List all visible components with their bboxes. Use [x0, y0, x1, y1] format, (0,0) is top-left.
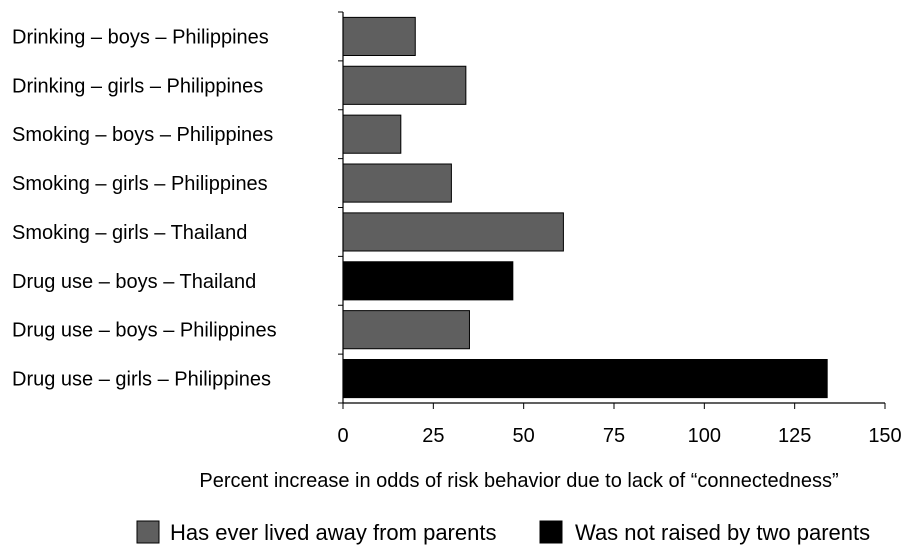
category-label: Drug use – girls – Philippines	[12, 369, 271, 391]
legend-label: Has ever lived away from parents	[170, 520, 496, 545]
axes	[338, 11, 886, 409]
x-tick-label: 50	[513, 425, 535, 447]
x-tick-label: 0	[337, 425, 348, 447]
category-label: Drinking – girls – Philippines	[12, 75, 263, 97]
category-label: Drug use – boys – Thailand	[12, 271, 256, 293]
x-tick-label: 150	[868, 425, 901, 447]
bar	[342, 114, 402, 154]
legend-swatch	[539, 520, 563, 544]
bar	[342, 16, 416, 56]
legend: Has ever lived away from parents Was not …	[136, 520, 870, 545]
x-tick-labels: 0 25 50 75 100 125 150	[337, 425, 901, 447]
bar	[342, 212, 564, 252]
x-axis-title: Percent increase in odds of risk behavio…	[199, 470, 838, 492]
category-label: Drinking – boys – Philippines	[12, 26, 269, 48]
legend-swatch	[136, 520, 160, 544]
legend-label: Was not raised by two parents	[575, 520, 870, 545]
x-tick-label: 75	[603, 425, 625, 447]
x-tick-label: 125	[778, 425, 811, 447]
x-tick-label: 25	[422, 425, 444, 447]
x-tick-label: 100	[688, 425, 721, 447]
bar	[342, 163, 452, 203]
bar	[342, 261, 514, 301]
category-labels: Drinking – boys – Philippines Drinking – …	[12, 26, 277, 390]
category-label: Smoking – girls – Thailand	[12, 222, 247, 244]
category-label: Smoking – girls – Philippines	[12, 173, 268, 195]
bars	[342, 16, 828, 399]
category-label: Smoking – boys – Philippines	[12, 124, 273, 146]
bar	[342, 359, 828, 399]
category-label: Drug use – boys – Philippines	[12, 320, 277, 342]
bar	[342, 65, 467, 105]
bar	[342, 310, 470, 350]
